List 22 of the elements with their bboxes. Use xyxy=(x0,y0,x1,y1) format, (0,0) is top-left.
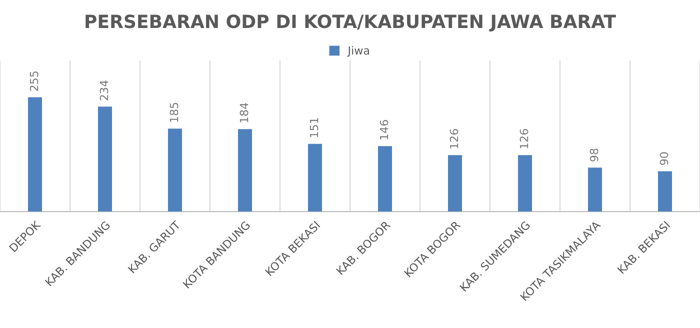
data-label: 98 xyxy=(590,148,598,162)
legend-label: Jiwa xyxy=(347,46,370,57)
data-label: 126 xyxy=(450,129,458,148)
data-label: 184 xyxy=(240,102,248,122)
bar xyxy=(98,106,112,212)
data-label: 146 xyxy=(380,120,388,140)
bar xyxy=(238,129,252,212)
data-label: 185 xyxy=(170,102,178,122)
bar xyxy=(378,146,392,212)
chart-title: PERSEBARAN ODP DI KOTA/KABUPATEN JAWA BARAT xyxy=(86,14,616,32)
data-label: 234 xyxy=(100,80,108,100)
data-label: 151 xyxy=(310,118,318,138)
bar xyxy=(168,128,182,212)
bar xyxy=(308,144,322,212)
bar xyxy=(28,97,42,212)
bar xyxy=(518,155,532,212)
bar xyxy=(588,168,602,212)
data-label: 255 xyxy=(30,71,38,91)
bar xyxy=(448,155,462,212)
data-label: 90 xyxy=(660,152,668,165)
data-label: 126 xyxy=(520,129,528,148)
bar xyxy=(658,171,672,212)
